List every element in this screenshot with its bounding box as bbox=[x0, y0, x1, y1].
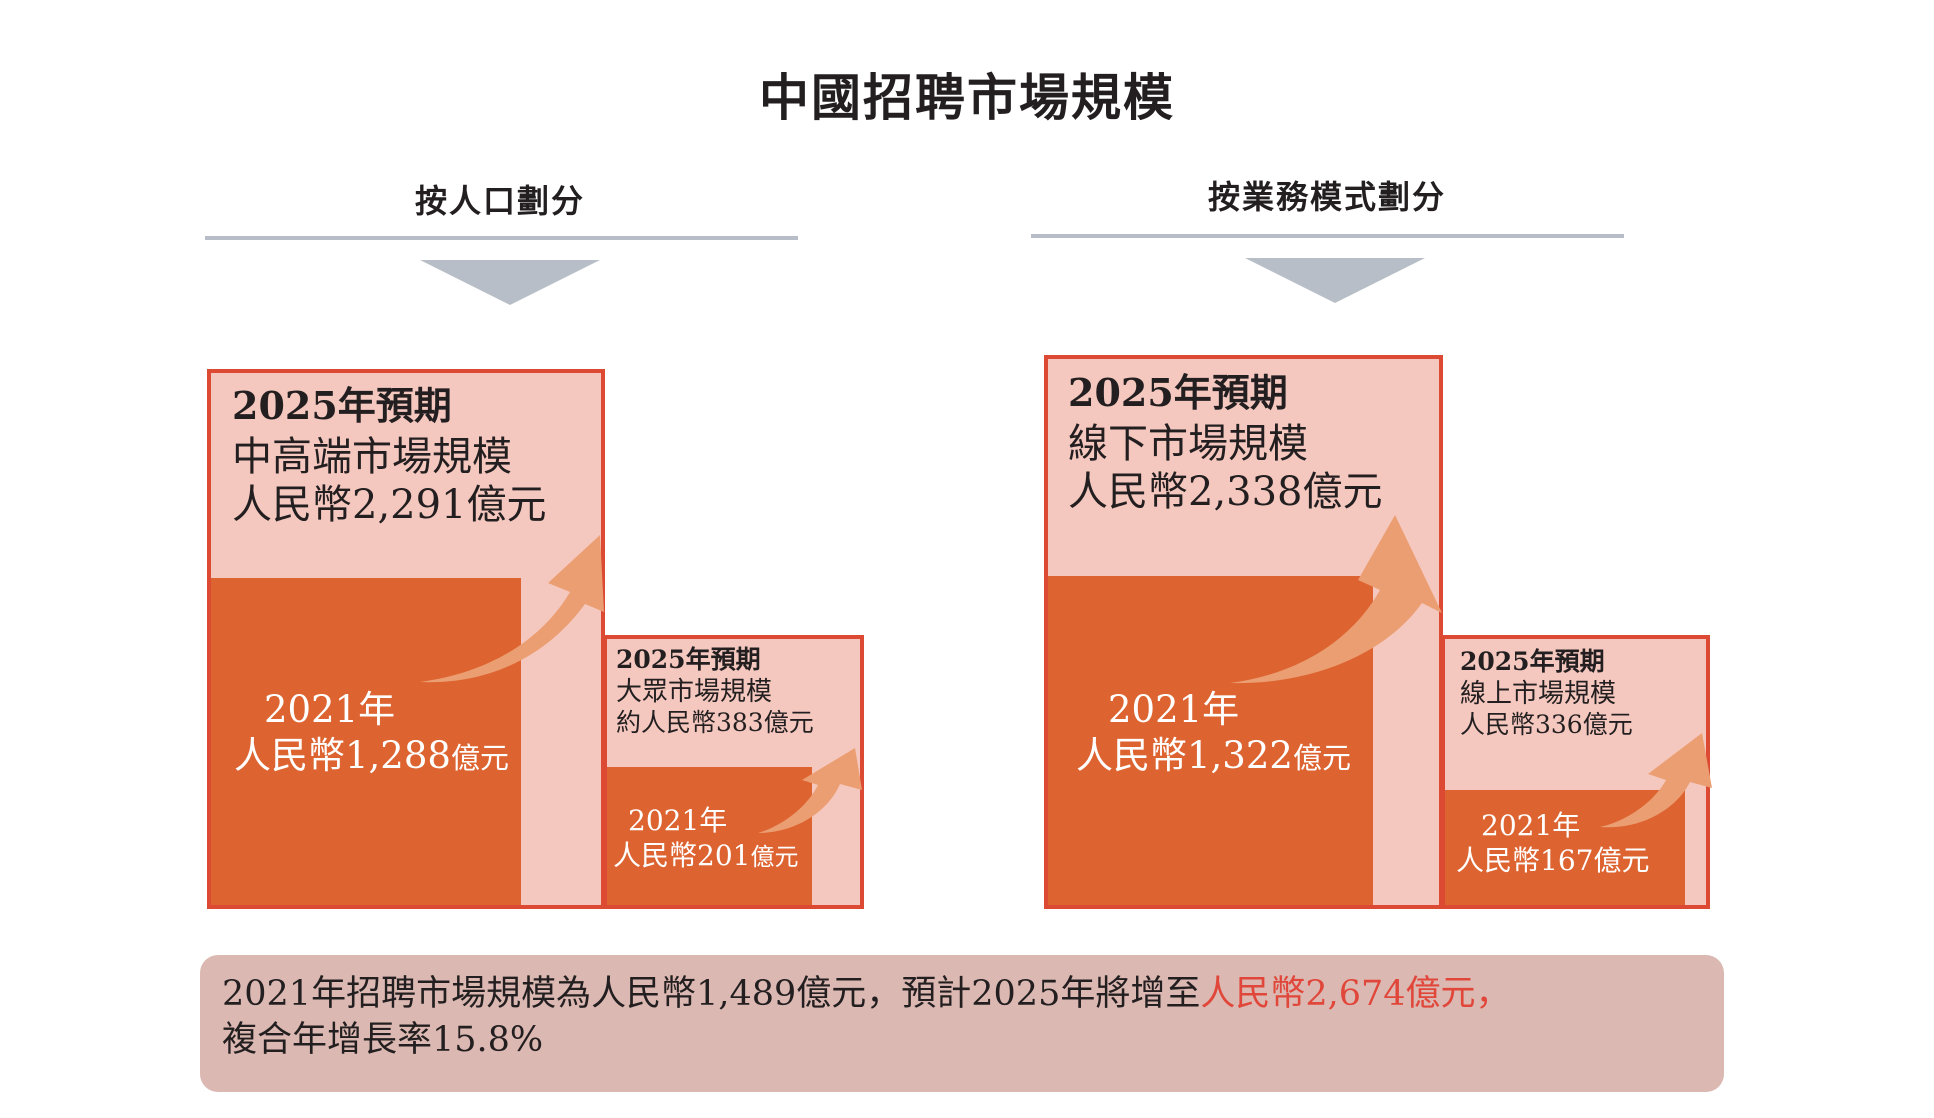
current-value: 人民幣201 bbox=[613, 839, 751, 872]
forecast-head: 2025年預期 bbox=[616, 645, 761, 674]
left-big-forecast-text: 2025年預期 中高端市場規模 人民幣2,291億元 bbox=[232, 383, 547, 529]
growth-arrow-icon-right-small bbox=[1600, 733, 1712, 828]
forecast-head: 2025年預期 bbox=[1460, 647, 1605, 676]
chevron-down-icon-right bbox=[1245, 258, 1425, 303]
forecast-value: 約人民幣383億元 bbox=[616, 708, 814, 738]
right-big-forecast-text: 2025年預期 線下市場規模 人民幣2,338億元 bbox=[1068, 370, 1383, 516]
right-big-current-block bbox=[1046, 576, 1373, 907]
current-year: 2021年 bbox=[264, 688, 396, 731]
summary-highlight: 人民幣2,674億元， bbox=[1200, 974, 1511, 1014]
summary-box bbox=[200, 955, 1724, 1092]
left-big-current-block bbox=[209, 578, 521, 907]
section-label-business-model: 按業務模式劃分 bbox=[1207, 178, 1446, 216]
left-big-current-text: 2021年 人民幣1,288億元 bbox=[234, 687, 509, 780]
current-year: 2021年 bbox=[1108, 688, 1240, 731]
growth-arrow-icon-left-small bbox=[758, 748, 862, 833]
left-small-current-block bbox=[605, 767, 812, 907]
left-small-forecast-text: 2025年預期 大眾市場規模 約人民幣383億元 bbox=[616, 645, 814, 738]
summary-text: 2021年招聘市場規模為人民幣1,489億元，預計2025年將增至人民幣2,67… bbox=[222, 972, 1702, 1063]
current-year: 2021年 bbox=[628, 804, 728, 837]
section-rule-right bbox=[1031, 234, 1624, 238]
growth-arrow-icon-right-big bbox=[1230, 515, 1442, 684]
current-unit: 億元 bbox=[1292, 741, 1351, 776]
summary-line-1-text: 2021年招聘市場規模為人民幣1,489億元，預計2025年將增至 bbox=[222, 974, 1201, 1014]
forecast-head: 2025年預期 bbox=[1068, 370, 1288, 415]
forecast-value: 人民幣2,338億元 bbox=[1068, 468, 1383, 515]
right-small-forecast-text: 2025年預期 線上市場規模 人民幣336億元 bbox=[1460, 647, 1633, 740]
current-value: 人民幣167億元 bbox=[1456, 844, 1650, 877]
forecast-value: 人民幣2,291億元 bbox=[232, 481, 547, 528]
right-small-current-text: 2021年 人民幣167億元 bbox=[1456, 808, 1649, 878]
chevron-down-icon-left bbox=[420, 260, 600, 305]
current-value: 人民幣1,288 bbox=[234, 734, 451, 778]
current-value: 人民幣1,322 bbox=[1076, 734, 1293, 778]
section-rule-left bbox=[205, 236, 798, 240]
current-unit: 億元 bbox=[750, 843, 799, 871]
section-label-population: 按人口劃分 bbox=[414, 182, 585, 220]
current-unit: 億元 bbox=[450, 741, 509, 776]
forecast-value: 人民幣336億元 bbox=[1460, 710, 1633, 740]
forecast-name: 線上市場規模 bbox=[1460, 679, 1617, 709]
forecast-head: 2025年預期 bbox=[232, 383, 452, 428]
left-small-current-text: 2021年 人民幣201億元 bbox=[613, 803, 798, 873]
current-year: 2021年 bbox=[1481, 809, 1581, 842]
right-big-current-text: 2021年 人民幣1,322億元 bbox=[1076, 687, 1351, 780]
summary-line-1: 2021年招聘市場規模為人民幣1,489億元，預計2025年將增至人民幣2,67… bbox=[222, 972, 1702, 1018]
forecast-name: 大眾市場規模 bbox=[616, 677, 773, 707]
growth-arrow-icon-left-big bbox=[420, 535, 604, 683]
page-title: 中國招聘市場規模 bbox=[759, 68, 1175, 127]
forecast-name: 線下市場規模 bbox=[1068, 420, 1308, 467]
forecast-name: 中高端市場規模 bbox=[232, 433, 512, 480]
summary-line-2: 複合年增長率15.8% bbox=[222, 1019, 544, 1060]
